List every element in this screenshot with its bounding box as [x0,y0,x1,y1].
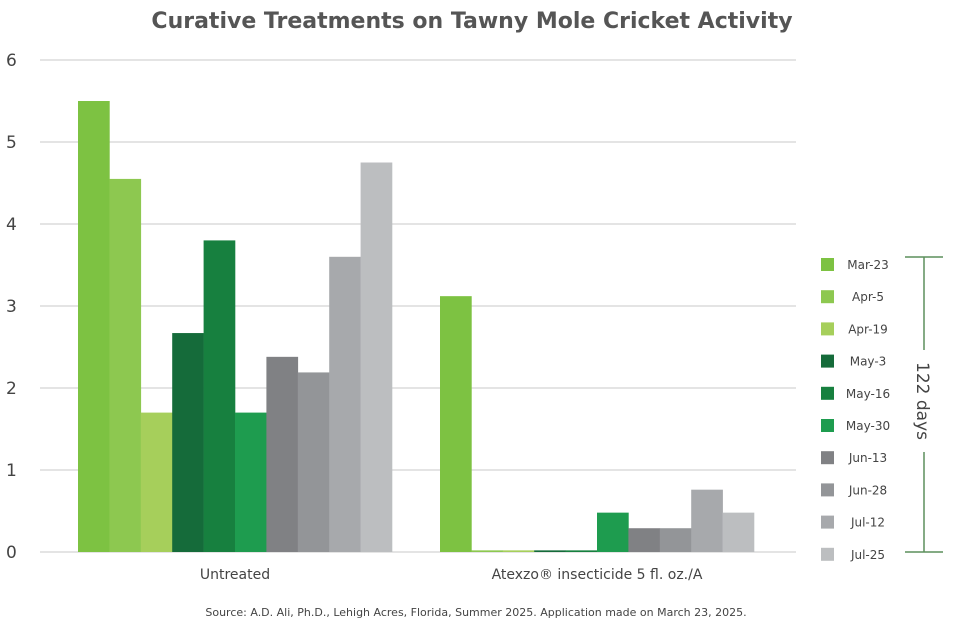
legend-label: Jun-13 [848,451,887,465]
legend-item: May-30 [821,419,890,433]
duration-label: 122 days [912,362,932,440]
bar-jun-13-1 [628,528,661,552]
bar-jul-12-0 [329,256,361,552]
bar-may-30-1 [597,512,629,552]
legend-swatch [821,386,834,400]
legend-label: Apr-19 [848,322,888,336]
legend-label: May-30 [846,419,890,433]
y-tick-label: 5 [6,133,17,153]
legend-swatch [821,547,834,561]
bar-jun-28-1 [659,528,692,552]
legend-label: May-3 [850,355,887,369]
bar-mar-23-1 [440,296,472,552]
legend-swatch [821,483,834,497]
legend-item: Jul-12 [821,515,885,530]
legend-label: Jul-12 [850,516,885,530]
x-axis: Untreated Atexzo® insecticide 5 fl. oz./A [200,567,703,583]
bar-may-16-1 [565,550,598,552]
category-label: Atexzo® insecticide 5 fl. oz./A [492,567,703,583]
bar-apr-5-1 [471,550,504,552]
legend-swatch [821,258,834,271]
bar-jul-25-0 [360,162,393,552]
legend-swatch [821,354,834,368]
bar-mar-23-0 [78,101,110,552]
bars [78,101,755,552]
legend-item: Jul-25 [821,547,885,562]
bar-jun-13-0 [266,356,299,552]
y-tick-label: 4 [6,215,17,235]
y-tick-label: 1 [6,461,17,481]
bar-may-3-0 [172,333,204,552]
legend-swatch [821,515,834,529]
y-tick-label: 2 [6,379,17,399]
legend-swatch [821,451,834,465]
bar-apr-5-0 [109,178,142,552]
y-tick-label: 0 [6,543,17,563]
bar-jul-25-1 [722,512,755,552]
chart-title: Curative Treatments on Tawny Mole Cricke… [151,9,792,34]
legend-swatch [821,290,834,304]
bar-may-30-0 [235,412,267,552]
bar-may-3-1 [534,550,566,552]
legend-label: May-16 [846,387,890,401]
legend-swatch [821,419,834,432]
category-label: Untreated [200,567,270,583]
legend-item: Apr-5 [821,290,884,304]
legend-label: Apr-5 [852,290,884,304]
legend-item: Jun-28 [821,483,887,497]
bar-apr-19-0 [140,412,173,552]
legend-swatch [821,322,834,336]
legend-label: Mar-23 [847,258,888,272]
legend-item: Jun-13 [821,451,887,465]
legend-item: Apr-19 [821,322,888,336]
legend-label: Jun-28 [848,483,887,497]
legend-label: Jul-25 [850,548,885,562]
legend: Mar-23 Apr-5 Apr-19 May-3 May-16 May-30 Jun-13… [821,258,890,562]
y-tick-label: 6 [6,51,17,71]
duration-bracket [905,256,943,553]
bar-jun-28-0 [297,372,330,552]
bar-apr-19-1 [502,550,535,552]
legend-item: May-16 [821,386,890,401]
y-axis: 0 1 2 3 4 5 6 [6,51,17,563]
legend-item: Mar-23 [821,258,889,272]
bar-jul-12-1 [691,489,723,552]
legend-item: May-3 [821,354,887,369]
y-tick-label: 3 [6,297,17,317]
source-note: Source: A.D. Ali, Ph.D., Lehigh Acres, F… [205,606,746,619]
bar-may-16-0 [203,240,236,552]
